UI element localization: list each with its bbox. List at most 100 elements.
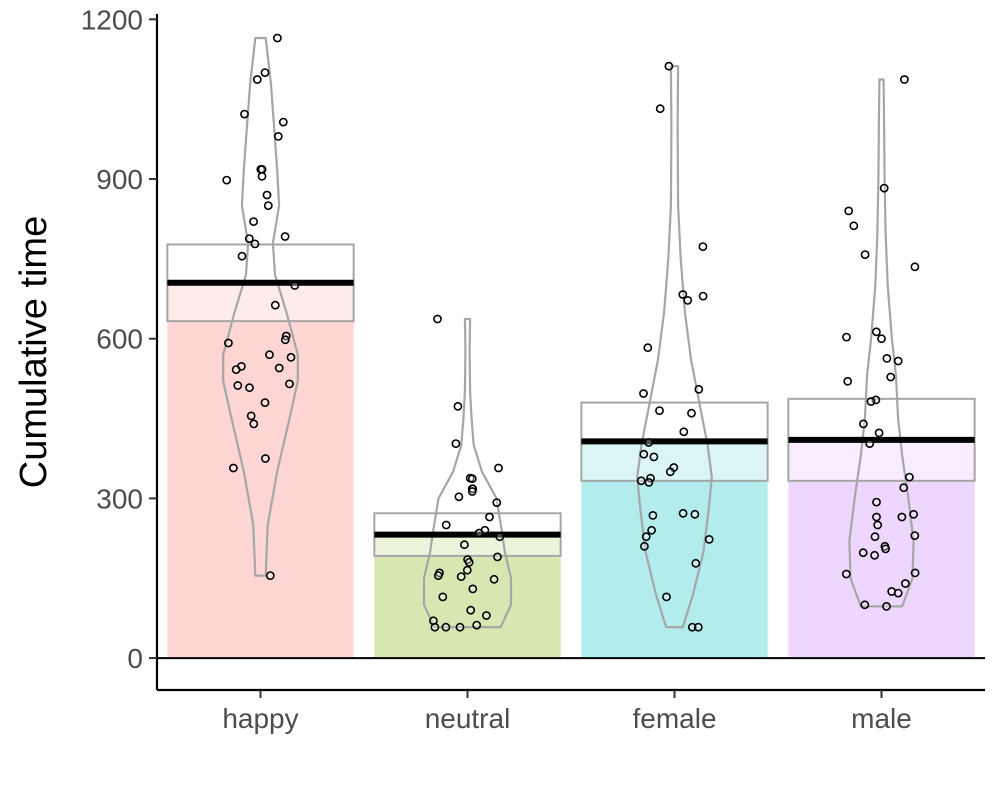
point-neutral <box>466 605 476 615</box>
point-happy <box>257 171 267 181</box>
point-male <box>849 221 859 231</box>
point-happy <box>240 109 249 119</box>
point-happy <box>228 463 238 473</box>
y-tick-label: 0 <box>127 643 143 674</box>
bar-happy <box>167 282 354 659</box>
point-male <box>893 356 903 366</box>
point-happy <box>286 352 296 362</box>
point-neutral <box>441 622 451 632</box>
point-female <box>655 406 664 415</box>
point-neutral <box>456 572 466 581</box>
point-happy <box>245 383 254 393</box>
point-female <box>639 449 649 459</box>
point-female <box>698 291 708 301</box>
point-male <box>910 531 920 540</box>
point-happy <box>260 454 270 463</box>
point-female <box>644 438 654 447</box>
point-female <box>704 535 714 544</box>
point-male <box>877 334 886 344</box>
axes-layer: 0 300 600 900 1200 happy neutral female male <box>81 4 985 734</box>
point-male <box>843 376 853 386</box>
violin-happy <box>222 36 299 577</box>
point-happy <box>285 379 294 389</box>
point-female <box>636 476 646 486</box>
x-tick-label: female <box>632 703 716 734</box>
point-neutral <box>430 622 440 632</box>
point-happy <box>249 419 259 429</box>
point-happy <box>222 175 232 185</box>
violin-male <box>848 78 915 608</box>
y-tick-label: 1200 <box>81 4 143 35</box>
point-male <box>872 512 881 522</box>
point-female <box>664 61 674 71</box>
point-neutral <box>468 584 478 594</box>
point-female <box>640 541 649 551</box>
point-happy <box>249 217 258 226</box>
point-male <box>842 332 851 342</box>
point-male <box>860 250 870 259</box>
x-tick-label: happy <box>222 703 298 734</box>
point-male <box>905 472 914 482</box>
point-happy <box>262 190 272 200</box>
point-neutral <box>453 401 463 411</box>
violin-female <box>636 65 713 629</box>
point-female <box>662 592 671 602</box>
point-happy <box>233 381 243 390</box>
violin-neutral <box>422 317 513 629</box>
point-male <box>872 497 881 507</box>
point-happy <box>252 75 262 84</box>
point-neutral <box>485 512 494 522</box>
point-neutral <box>433 571 443 580</box>
point-neutral <box>441 520 451 530</box>
point-female <box>690 509 700 519</box>
point-neutral <box>451 439 461 448</box>
point-neutral <box>464 557 474 567</box>
point-female <box>649 452 659 462</box>
x-tick-label: neutral <box>425 703 511 734</box>
point-male <box>873 520 883 530</box>
point-neutral <box>481 611 491 620</box>
means-layer <box>167 279 975 538</box>
point-female <box>665 467 675 477</box>
point-male <box>899 483 909 493</box>
y-tick-label: 300 <box>96 483 143 514</box>
point-neutral <box>493 552 502 562</box>
points-layer <box>222 33 920 632</box>
point-neutral <box>455 622 465 632</box>
point-female <box>644 477 654 487</box>
point-neutral <box>474 528 484 538</box>
point-male <box>859 419 868 429</box>
point-female <box>639 389 648 398</box>
point-neutral <box>495 532 505 542</box>
point-male <box>874 428 884 438</box>
point-female <box>693 622 703 632</box>
point-male <box>882 602 891 611</box>
point-happy <box>280 335 290 345</box>
point-happy <box>270 300 280 310</box>
point-happy <box>265 571 275 580</box>
y-tick-label: 600 <box>96 324 143 355</box>
x-tick-label: male <box>851 703 912 734</box>
point-male <box>893 588 903 598</box>
point-female <box>678 508 688 518</box>
point-neutral <box>454 492 464 502</box>
y-tick-label: 900 <box>96 164 143 195</box>
point-male <box>865 439 875 448</box>
point-male <box>879 183 889 193</box>
point-female <box>647 525 656 535</box>
point-neutral <box>472 620 482 630</box>
point-happy <box>260 68 270 77</box>
point-neutral <box>494 463 503 473</box>
point-female <box>698 242 708 251</box>
point-neutral <box>467 474 477 484</box>
point-male <box>901 579 910 588</box>
point-happy <box>244 234 254 243</box>
point-male <box>910 568 920 578</box>
point-female <box>694 384 704 394</box>
point-happy <box>280 232 290 241</box>
point-male <box>860 600 870 610</box>
point-happy <box>263 201 273 210</box>
point-happy <box>231 365 241 374</box>
point-happy <box>265 350 274 360</box>
point-male <box>900 75 909 84</box>
